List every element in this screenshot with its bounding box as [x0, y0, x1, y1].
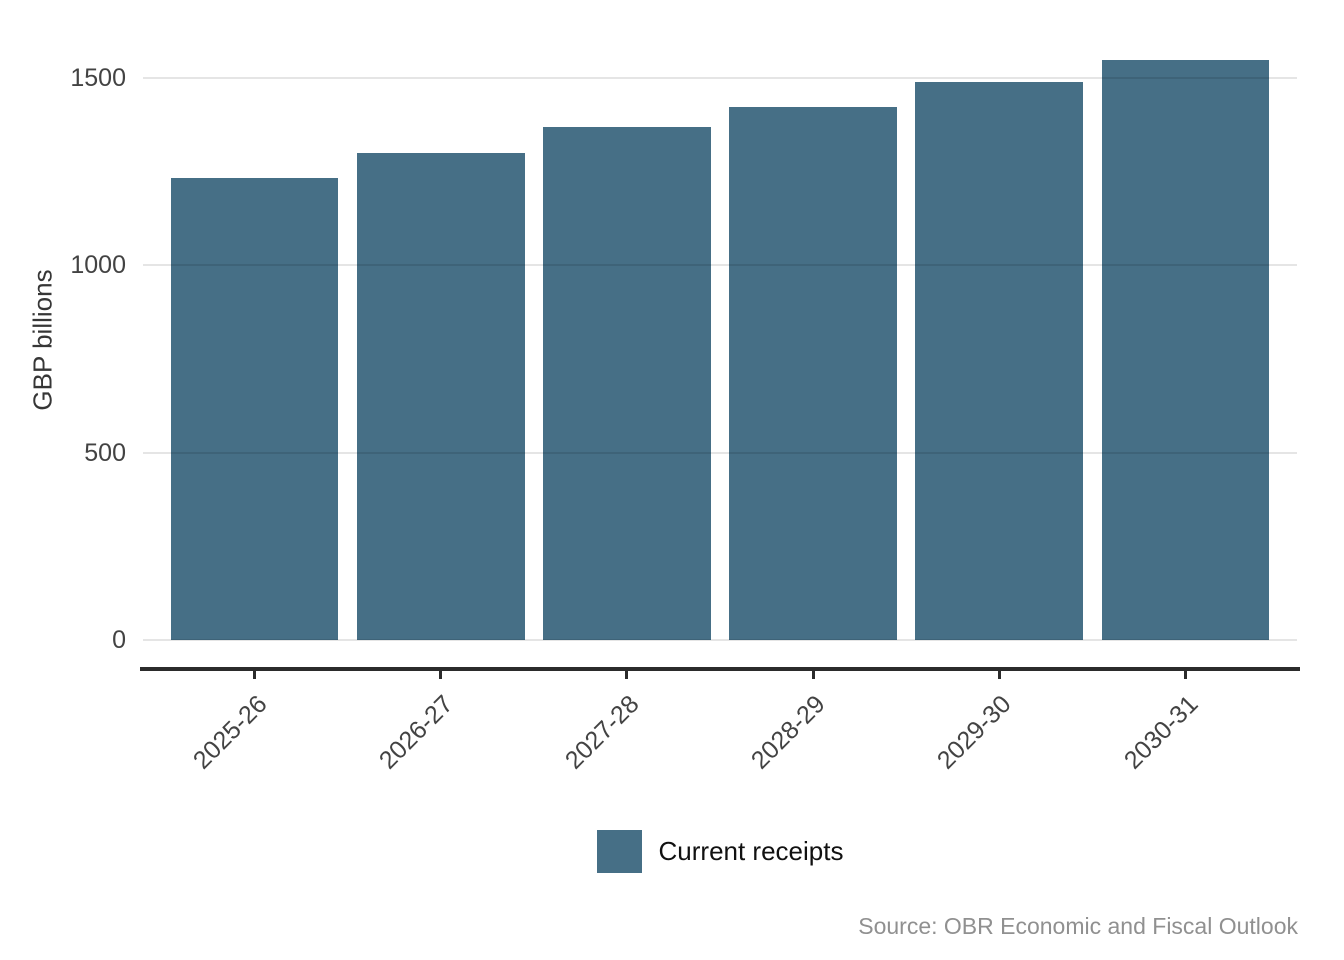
legend-swatch: [596, 830, 642, 873]
x-tick-2026-27: [439, 671, 443, 679]
gridline-0: [143, 639, 1297, 641]
bar-2029-30: [915, 82, 1083, 640]
gridline-1500: [143, 76, 1297, 79]
x-tick-2029-30: [997, 671, 1001, 679]
x-tick-2025-26: [253, 671, 257, 679]
x-tick-label-2029-30: 2029-30: [932, 690, 1018, 775]
bar-2025-26: [170, 178, 339, 640]
bar-2030-31: [1101, 59, 1270, 640]
bar-2028-29: [729, 106, 897, 640]
y-tick-label-0: 0: [112, 626, 126, 654]
x-axis-line: [140, 667, 1300, 671]
x-tick-label-2028-29: 2028-29: [746, 690, 831, 775]
x-tick-label-2027-28: 2027-28: [560, 690, 645, 775]
x-tick-label-2025-26: 2025-26: [187, 690, 273, 775]
y-tick-label-1500: 1500: [70, 63, 126, 92]
x-tick-2030-31: [1183, 671, 1187, 679]
bar-2027-28: [543, 126, 711, 640]
source-note: Source: OBR Economic and Fiscal Outlook: [858, 913, 1298, 939]
x-tick-label-2030-31: 2030-31: [1118, 690, 1204, 775]
gridline-1000: [143, 264, 1297, 267]
plot-area: [143, 30, 1297, 641]
x-tick-label-2026-27: 2026-27: [373, 690, 459, 775]
bar-2026-27: [357, 152, 525, 640]
legend: Current receipts: [143, 829, 1297, 874]
x-tick-2028-29: [811, 671, 815, 679]
gridline-500: [143, 451, 1297, 454]
y-tick-label-1000: 1000: [70, 251, 126, 280]
legend-label: Current receipts: [658, 836, 844, 866]
y-tick-label-500: 500: [84, 438, 126, 467]
x-tick-2027-28: [625, 671, 629, 679]
y-axis-title: GBP billions: [27, 269, 58, 411]
